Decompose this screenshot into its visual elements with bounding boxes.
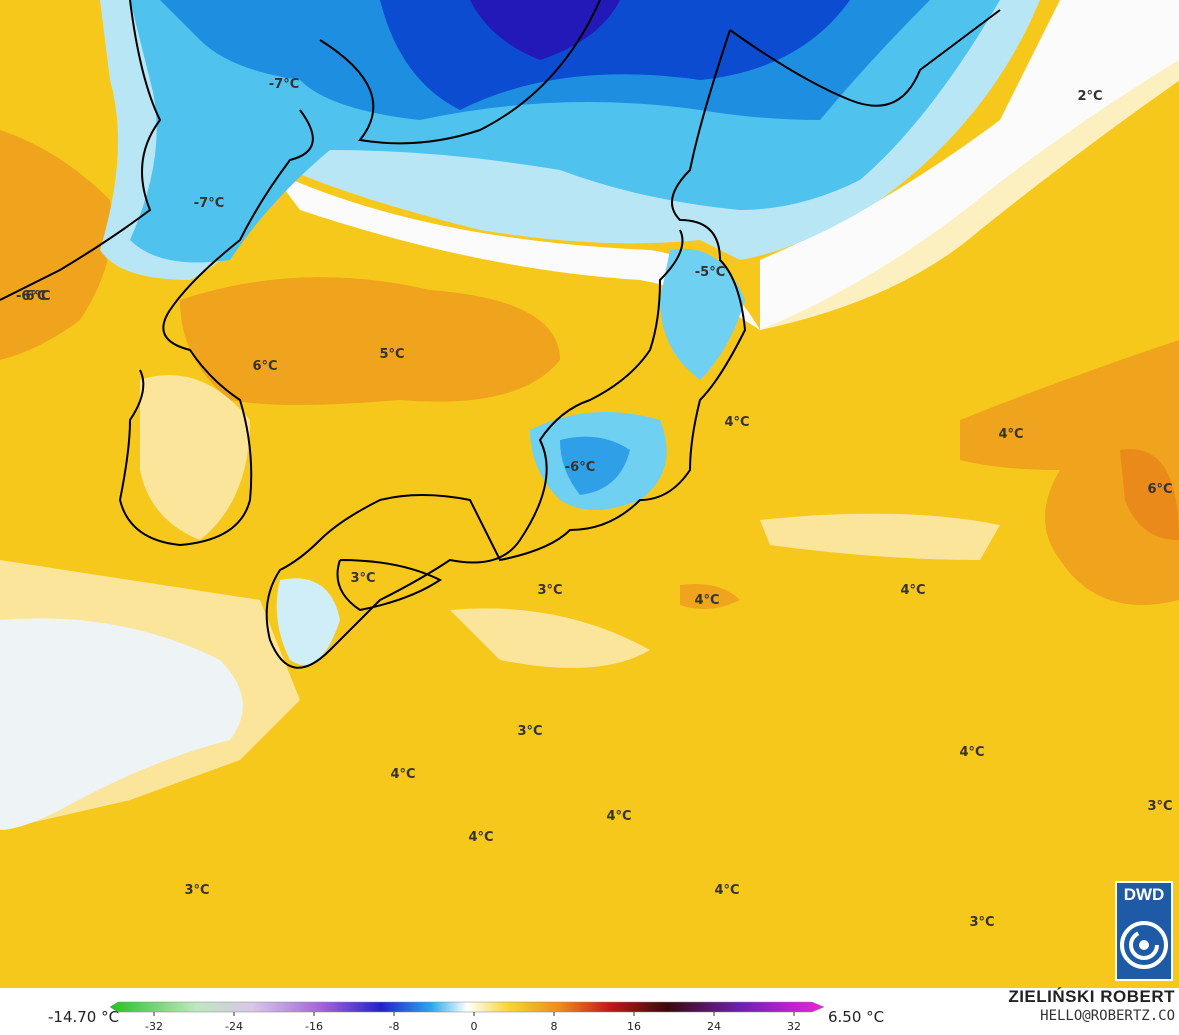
label: 4°C	[900, 583, 925, 598]
orange-east-deep	[1120, 449, 1179, 540]
min-value: -14.70 °C	[48, 1008, 120, 1026]
colorbar-tick-label: -24	[225, 1020, 243, 1033]
max-value: 6.50 °C	[828, 1008, 885, 1026]
pale-band-3	[450, 608, 650, 668]
orange-yellowsea	[180, 277, 560, 405]
label: -6°C	[16, 289, 46, 304]
neutral-southwest	[0, 618, 243, 830]
label: -7°C	[269, 77, 299, 92]
label: 6°C	[25, 289, 50, 304]
colorbar-tick-label: 0	[471, 1020, 478, 1033]
coastlines	[0, 0, 1001, 669]
colorbar: -32 -24 -16 -8 0 8 16 24 32	[110, 1001, 825, 1033]
colorbar-tick-label: 24	[707, 1020, 721, 1033]
orange-small	[680, 584, 740, 609]
label: 3°C	[969, 915, 994, 930]
label: 4°C	[998, 427, 1023, 442]
orange-east	[960, 340, 1179, 605]
label: 6°C	[1147, 482, 1172, 497]
colorbar-tick-label: 32	[787, 1020, 801, 1033]
label: 3°C	[350, 571, 375, 586]
colorbar-tick-label: 8	[551, 1020, 558, 1033]
label: 3°C	[517, 724, 542, 739]
cold-kyushu	[276, 578, 340, 665]
dwd-logo: DWD	[1115, 881, 1173, 981]
label: -7°C	[194, 196, 224, 211]
colorbar-tick-label: 16	[627, 1020, 641, 1033]
colorbar-bar	[110, 1001, 825, 1013]
label: 4°C	[959, 745, 984, 760]
label: 4°C	[714, 883, 739, 898]
cold-tohoku	[660, 248, 745, 380]
cold-korea	[140, 375, 250, 540]
label: 4°C	[606, 809, 631, 824]
label: 4°C	[724, 415, 749, 430]
label: 3°C	[537, 583, 562, 598]
label: 2°C	[1077, 89, 1102, 104]
label: -5°C	[695, 265, 725, 280]
orange-west	[0, 130, 112, 360]
pale-band-2	[760, 513, 1000, 560]
author-name: ZIELIŃSKI ROBERT	[1008, 987, 1175, 1006]
colorbar-tick-label: -8	[389, 1020, 400, 1033]
temperature-map: -7°C -7°C -6°C -5°C -6°C 2°C 6°C 5°C 6°C…	[0, 0, 1179, 988]
temperature-labels: -7°C -7°C -6°C -5°C -6°C 2°C 6°C 5°C 6°C…	[16, 77, 1173, 930]
label: 4°C	[694, 593, 719, 608]
dwd-logo-text: DWD	[1123, 885, 1165, 904]
label: 3°C	[1147, 799, 1172, 814]
label: 3°C	[184, 883, 209, 898]
label: 5°C	[379, 347, 404, 362]
label: 6°C	[252, 359, 277, 374]
swirl-icon	[1120, 921, 1168, 969]
label: -6°C	[565, 460, 595, 475]
colorbar-tick-label: -16	[305, 1020, 323, 1033]
cold-core-2	[470, 0, 620, 60]
author-email: HELLO@ROBERTZ.CO	[1040, 1008, 1175, 1024]
neutral-zone	[270, 0, 1179, 330]
label: 4°C	[468, 830, 493, 845]
colorbar-tick-label: -32	[145, 1020, 163, 1033]
label: 4°C	[390, 767, 415, 782]
cold-chubu-core	[560, 436, 630, 495]
